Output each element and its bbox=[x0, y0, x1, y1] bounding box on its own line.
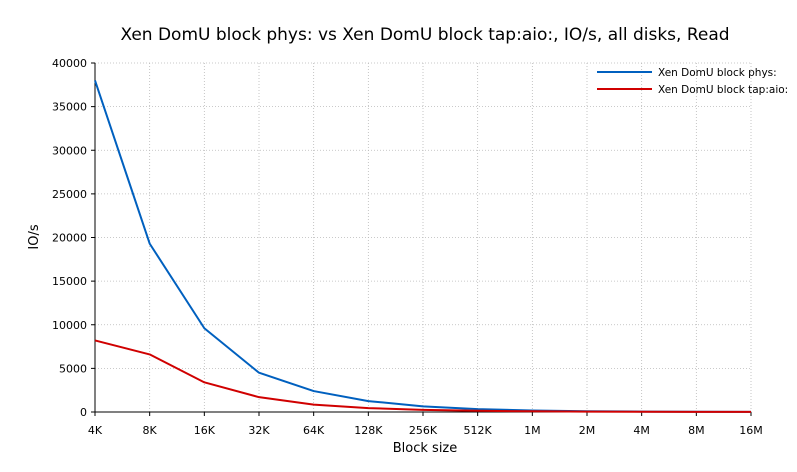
y-tick-label: 35000 bbox=[52, 101, 87, 114]
y-tick-label: 25000 bbox=[52, 188, 87, 201]
x-tick-label: 512K bbox=[464, 424, 493, 437]
chart-title: Xen DomU block phys: vs Xen DomU block t… bbox=[120, 25, 729, 45]
legend-label-2: Xen DomU block tap:aio: bbox=[658, 84, 788, 96]
x-tick-label: 16K bbox=[194, 424, 216, 437]
y-tick-label: 0 bbox=[80, 406, 87, 419]
y-tick-label: 40000 bbox=[52, 57, 87, 70]
legend: Xen DomU block phys: Xen DomU block tap:a… bbox=[597, 67, 788, 96]
series-line-2 bbox=[94, 339, 752, 413]
axes: 0 5000 10000 15000 20000 25000 30000 35000 40000… bbox=[52, 57, 763, 437]
x-tick-label: 4K bbox=[88, 424, 103, 437]
x-tick-label: 32K bbox=[248, 424, 270, 437]
y-tick-label: 15000 bbox=[52, 275, 87, 288]
y-axis-label: IO/s bbox=[27, 224, 42, 249]
x-tick-label: 8M bbox=[688, 424, 705, 437]
y-tick-label: 5000 bbox=[59, 362, 87, 375]
x-tick-label: 64K bbox=[303, 424, 325, 437]
x-axis-label: Block size bbox=[393, 441, 458, 456]
x-tick-label: 16M bbox=[739, 424, 763, 437]
x-tick-label: 256K bbox=[409, 424, 438, 437]
x-tick-label: 128K bbox=[354, 424, 383, 437]
legend-label-1: Xen DomU block phys: bbox=[658, 67, 777, 79]
series-lines bbox=[94, 80, 752, 413]
y-tick-label: 30000 bbox=[52, 144, 87, 157]
y-tick-label: 10000 bbox=[52, 319, 87, 332]
x-tick-label: 8K bbox=[143, 424, 158, 437]
grid bbox=[95, 62, 752, 412]
y-tick-label: 20000 bbox=[52, 232, 87, 245]
x-tick-label: 1M bbox=[524, 424, 541, 437]
x-tick-label: 4M bbox=[633, 424, 650, 437]
x-tick-label: 2M bbox=[579, 424, 596, 437]
